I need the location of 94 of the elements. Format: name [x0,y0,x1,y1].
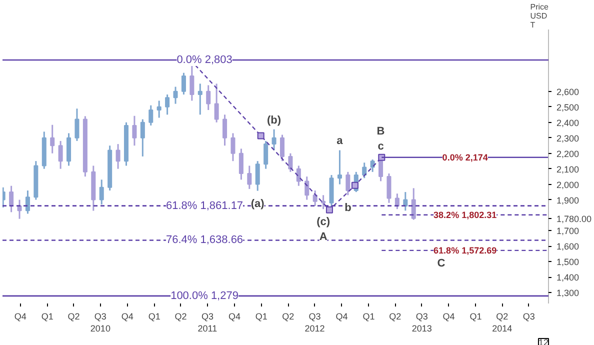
candlestick [346,171,350,196]
x-tick-label: Q4 [121,312,134,322]
x-tick-label: Q2 [282,312,294,322]
y-tick-label: 2,000 [556,180,580,190]
y-tick-label: 1,780.00 [556,214,592,224]
x-tick-label: Q1 [362,312,375,322]
candlestick [337,149,342,186]
y-tick-label: 2,200 [556,148,580,159]
candlestick [272,128,276,151]
annotation: B [376,126,385,138]
candlestick [238,148,244,180]
candlestick [74,108,80,142]
point [326,206,333,214]
x-tick-label: Q3 2011 [198,312,218,334]
y-tick-label: 2,500 [556,102,580,112]
y-tick-label: 1,600 [556,242,580,252]
y-tick-label: 2,400 [556,118,580,128]
annotation: (c) [316,216,330,228]
annotation: (a) [250,198,265,210]
candlestick [230,132,236,162]
series-label: 0.0% 2,174 [442,152,488,162]
candlestick [255,160,260,192]
annotation: C [437,257,446,270]
ref-line-label: 100.0% 1,279 [170,290,238,302]
candlestick [58,140,63,170]
candlestick [50,124,55,154]
x-tick-label: Q1 [41,312,54,322]
x-tick-label: Q4 [336,312,348,322]
candlestick [116,143,120,170]
x-tick-label: Q3 [522,312,535,322]
candlestick [198,82,202,116]
y-tick-label: 1,900 [556,195,580,206]
annotation: b [344,202,352,214]
candlestick [264,140,268,170]
ref-line-label: 0.0% 2,803 [176,54,232,66]
candlestick [312,190,318,207]
candlestick [321,194,326,210]
candlestick [132,115,137,146]
series-label: 61.8% 1,572.69 [434,245,497,256]
candlestick [394,192,400,210]
point [351,182,358,189]
y-tick-label: 2,600 [556,86,580,97]
x-tick-label: Q1 [470,312,482,322]
x-tick-label: Q3 2012 [304,312,325,334]
candlestick [222,114,228,146]
x-tick-label: Q2 2014 [492,312,512,334]
y-tick-label: 1,400 [556,272,580,283]
x-tick-label: Q4 [14,312,26,322]
series-label: 38.2% 1,802.31 [434,210,497,220]
x-tick-label: Q2 [68,312,80,322]
candlestick [66,132,72,166]
candlestick [288,152,293,173]
x-tick-label: Q1 [255,312,268,322]
candlestick [173,86,178,105]
x-tick-label: Q2 [389,312,402,322]
point [378,154,386,161]
candlestick [148,104,154,126]
candlestick [247,164,252,190]
y-tick-label: 2,100 [556,164,580,174]
candlestick [25,190,30,214]
candlestick [9,185,14,213]
candlestick [370,158,375,173]
candlestick [99,178,104,206]
candlestick [206,84,211,111]
candlestick [280,134,285,162]
candlestick [165,94,170,116]
candlestick [411,187,416,220]
candlestick [362,162,367,179]
annotation: A [319,231,328,244]
x-tick-label: Q3 2010 [90,312,110,334]
y-tick-label: 1,700 [556,226,580,236]
y-tick-label: 1,500 [556,257,580,268]
y-axis-title: Price USD T [530,2,550,30]
x-tick-label: Q4 [442,312,455,322]
y-tick-label: 2,300 [556,133,580,144]
x-tick-label: Q4 [228,312,240,322]
x-tick-label: Q2 [174,312,187,322]
y-tick-label: 1,300 [556,288,580,298]
candlestick [304,176,310,201]
x-tick-label: Q1 [148,312,160,322]
ref-line-label: 76.4% 1,638.66 [166,234,244,246]
candlestick [17,199,22,220]
candlestick [296,164,301,187]
x-tick-label: Q3 2013 [412,312,432,334]
candlestick [214,82,219,124]
candlestick [181,72,186,96]
annotation: a [336,135,344,148]
candlestick [386,172,392,204]
annotation: (b) [267,114,282,126]
annotation: c [378,140,384,153]
candlestick [156,100,162,118]
ref-line-label: 61.8% 1,861.17 [166,200,244,212]
point [257,132,264,140]
candlestick [140,118,145,158]
